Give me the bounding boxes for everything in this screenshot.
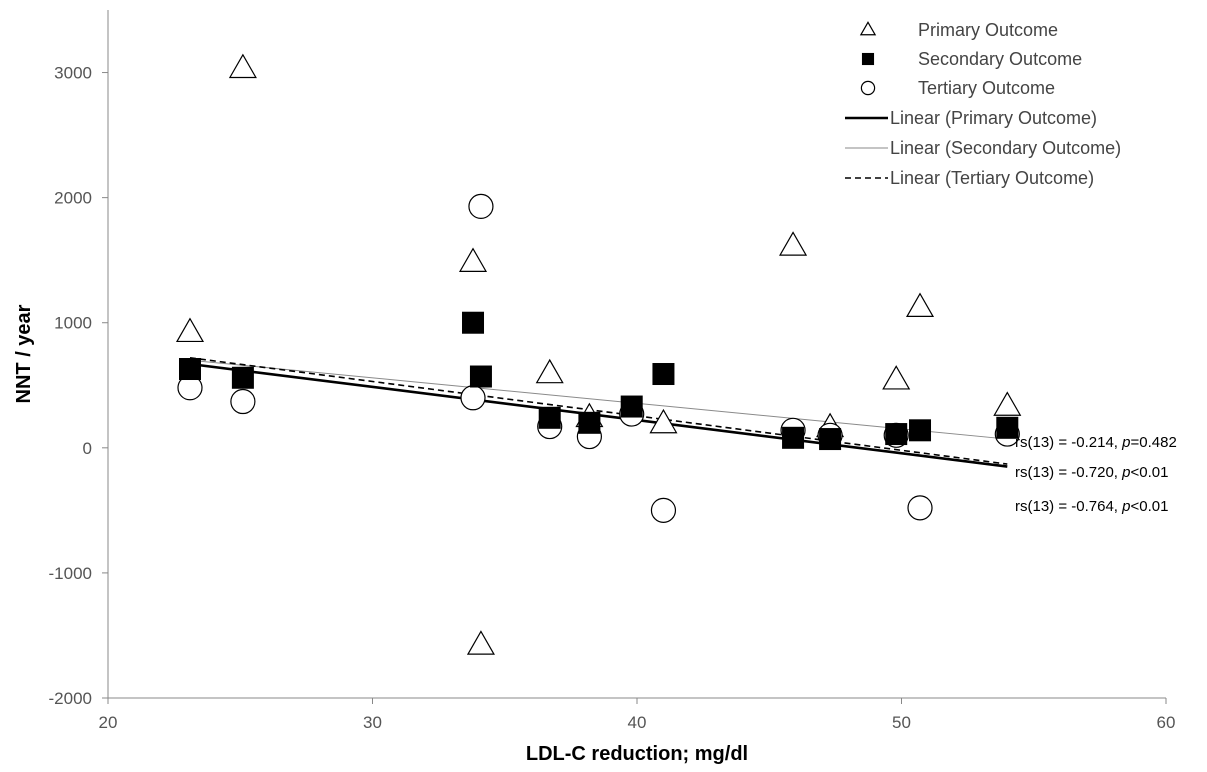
- y-axis-title: NNT / year: [13, 304, 35, 403]
- legend-label: Tertiary Outcome: [918, 78, 1055, 98]
- data-point: [178, 358, 201, 381]
- trendline: [189, 359, 1008, 440]
- data-point: [652, 363, 675, 386]
- legend-label: Secondary Outcome: [918, 49, 1082, 69]
- data-point: [620, 395, 643, 418]
- legend-marker: [861, 52, 875, 66]
- data-point: [996, 416, 1019, 439]
- legend-marker: [859, 21, 877, 36]
- data-point: [535, 358, 564, 384]
- x-tick-label: 50: [892, 713, 911, 732]
- data-point: [649, 408, 678, 434]
- annotations: rs(13) = -0.214, p=0.482 rs(13) = -0.720,…: [1015, 434, 1177, 515]
- data-point: [175, 317, 205, 343]
- y-tick-label: 0: [83, 439, 92, 458]
- legend-marker: [860, 80, 876, 96]
- trendline: [189, 356, 1008, 465]
- data-point: [993, 391, 1022, 416]
- y-tick-label: 3000: [54, 64, 92, 83]
- data-point: [819, 428, 842, 451]
- data-point: [466, 630, 495, 655]
- data-point: [885, 423, 908, 446]
- legend-entry: Secondary Outcome: [861, 49, 1082, 69]
- legend-entry: Linear (Primary Outcome): [845, 108, 1097, 128]
- data-point: [458, 247, 488, 272]
- y-tick-label: 1000: [54, 314, 92, 333]
- legend-label: Linear (Tertiary Outcome): [890, 168, 1094, 188]
- data-point: [905, 292, 935, 317]
- legend-label: Linear (Secondary Outcome): [890, 138, 1121, 158]
- x-tick-label: 40: [628, 713, 647, 732]
- correlation-annotation: rs(13) = -0.214, p=0.482: [1015, 434, 1177, 451]
- correlation-annotation: rs(13) = -0.720, p<0.01: [1015, 464, 1168, 481]
- x-tick-label: 60: [1157, 713, 1176, 732]
- legend-label: Primary Outcome: [918, 20, 1058, 40]
- data-point: [460, 385, 486, 411]
- data-point: [230, 388, 256, 415]
- legend: Primary Outcome Secondary Outcome Tertiary…: [845, 20, 1121, 188]
- x-axis-title: LDL-C reduction; mg/dl: [526, 743, 748, 765]
- data-point: [469, 365, 492, 388]
- legend-entry: Primary Outcome: [859, 20, 1058, 40]
- data-point: [909, 419, 932, 442]
- data-point: [228, 53, 257, 79]
- y-tick-label: -1000: [49, 564, 92, 583]
- data-point: [462, 311, 485, 334]
- legend-entry: Linear (Tertiary Outcome): [845, 168, 1094, 188]
- data-point: [231, 366, 254, 389]
- data-point: [782, 426, 805, 449]
- y-tick-label: 2000: [54, 189, 92, 208]
- y-tick-label: -2000: [49, 689, 92, 708]
- data-point: [650, 497, 677, 523]
- legend-entry: Tertiary Outcome: [860, 78, 1055, 98]
- data-point: [882, 365, 911, 390]
- legend-entry: Linear (Secondary Outcome): [845, 138, 1121, 158]
- correlation-annotation: rs(13) = -0.764, p<0.01: [1015, 498, 1168, 515]
- legend-label: Linear (Primary Outcome): [890, 108, 1097, 128]
- data-point: [907, 495, 933, 521]
- data-point: [538, 406, 561, 429]
- axes: -2000 -1000 0 1000 2000 3000 20 30 40 50 60 LDL-C r…: [13, 10, 1175, 765]
- x-tick-label: 20: [99, 713, 118, 732]
- data-points: [175, 53, 1022, 655]
- data-point: [779, 231, 808, 256]
- x-tick-label: 30: [363, 713, 382, 732]
- data-point: [578, 411, 601, 434]
- data-point: [468, 193, 494, 219]
